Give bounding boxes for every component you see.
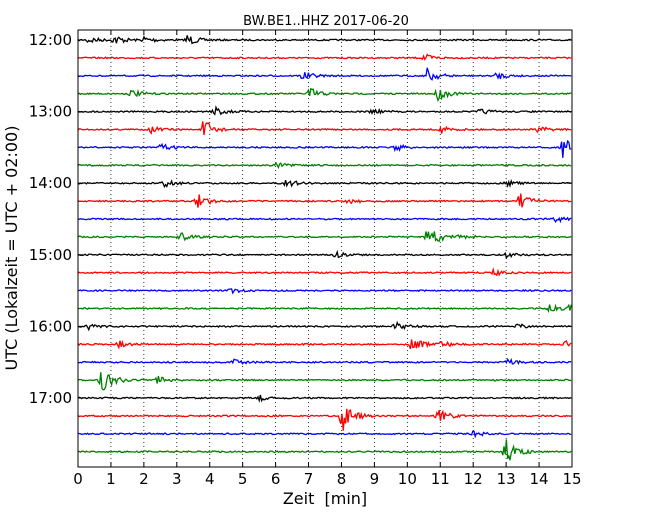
x-tick-label: 9: [370, 470, 380, 488]
x-tick-label: 14: [530, 470, 549, 488]
trace-1245: [77, 87, 572, 103]
trace-1445: [77, 231, 572, 242]
x-tick-label: 2: [139, 470, 149, 488]
trace-1600: [77, 320, 572, 332]
trace-1700: [77, 394, 572, 403]
y-axis-label: UTC (Lokalzeit = UTC + 02:00): [2, 126, 21, 371]
x-tick-label: 11: [431, 470, 450, 488]
trace-1300: [77, 105, 572, 116]
y-tick-label: 12:00: [29, 31, 72, 49]
trace-1545: [77, 303, 572, 314]
trace-1630: [77, 357, 572, 366]
trace-1345: [77, 161, 572, 170]
grid-lines: [110, 30, 540, 467]
x-tick-label: 15: [562, 470, 581, 488]
chart-title: BW.BE1..HHZ 2017-06-20: [243, 14, 409, 29]
trace-1645: [77, 372, 572, 391]
trace-group: [77, 35, 572, 461]
x-tick-label: 8: [337, 470, 347, 488]
x-tick-label: 10: [398, 470, 417, 488]
trace-1400: [77, 178, 572, 189]
y-tick-label: 16:00: [29, 317, 72, 335]
x-tick-label: 6: [271, 470, 281, 488]
trace-1615: [77, 339, 572, 350]
trace-1515: [77, 267, 572, 277]
plot-frame: [77, 29, 573, 468]
trace-1530: [77, 288, 572, 295]
trace-1500: [77, 249, 572, 260]
trace-1730: [77, 430, 572, 439]
x-tick-label: 13: [497, 470, 516, 488]
x-tick-label: 7: [304, 470, 314, 488]
trace-1200: [77, 35, 572, 45]
x-tick-label: 3: [172, 470, 182, 488]
x-tick-label: 12: [464, 470, 483, 488]
trace-1415: [77, 193, 572, 208]
axis-ticks: 0 1 2 3 4 5 6 7 8 9 10 11 12 13 14 1512:0013:0014:0015:…: [29, 30, 582, 488]
y-tick-label: 14:00: [29, 174, 72, 192]
x-tick-label: 1: [106, 470, 116, 488]
trace-1745: [77, 439, 572, 461]
y-tick-label: 15:00: [29, 246, 72, 264]
x-axis-label: Zeit [min]: [283, 489, 367, 508]
trace-1315: [77, 121, 572, 136]
trace-1230: [77, 67, 572, 81]
y-tick-label: 13:00: [29, 103, 72, 121]
y-tick-label: 17:00: [29, 389, 72, 407]
x-tick-label: 0: [73, 470, 83, 488]
trace-1215: [77, 53, 572, 61]
trace-1430: [77, 216, 572, 224]
trace-1715: [77, 408, 572, 431]
trace-1330: [77, 139, 572, 158]
x-tick-label: 4: [205, 470, 215, 488]
x-tick-label: 5: [238, 470, 248, 488]
